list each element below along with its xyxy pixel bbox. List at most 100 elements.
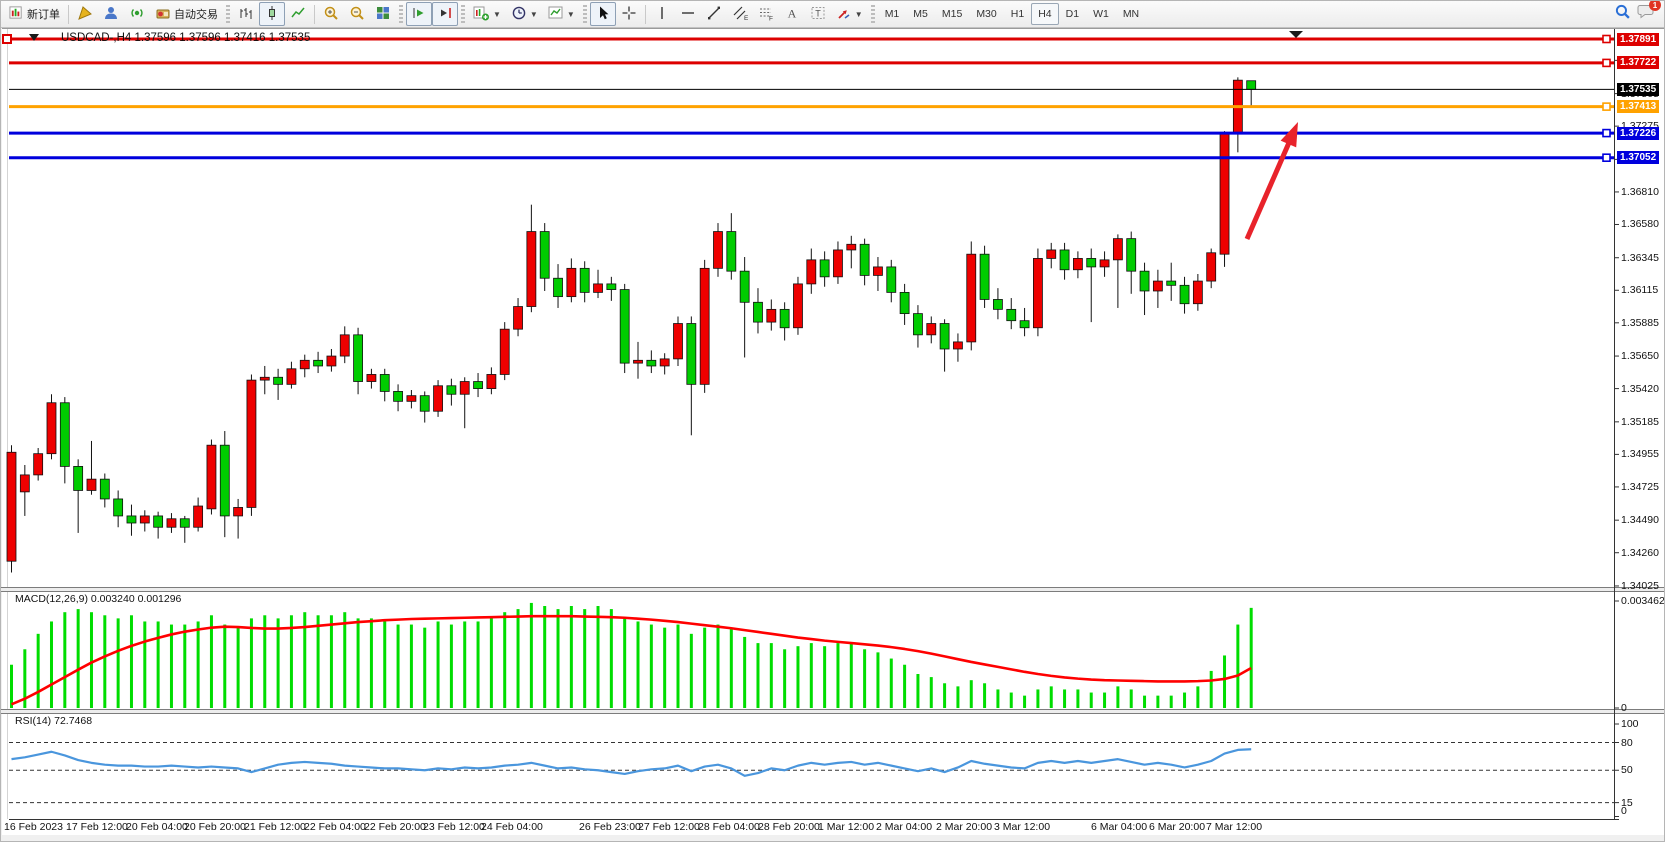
letter-A-icon: A	[784, 5, 800, 24]
magnifier-minus-icon	[349, 5, 365, 24]
tab-h1[interactable]: H1	[1010, 8, 1025, 20]
market-button[interactable]	[98, 2, 124, 26]
candlestick	[899, 291, 910, 315]
macd-histogram-bar	[223, 624, 227, 708]
search-icon[interactable]	[1614, 3, 1631, 25]
candlestick	[1126, 238, 1137, 272]
vertical-line-icon	[654, 5, 670, 24]
tile-windows-button[interactable]	[370, 2, 396, 26]
toolbar-grip	[582, 5, 587, 23]
candlestick-button[interactable]	[259, 2, 285, 26]
auto-scroll-button[interactable]	[406, 2, 432, 26]
price-tag: 1.37226	[1617, 126, 1660, 140]
line-chart-icon	[290, 5, 306, 24]
tab-d1[interactable]: D1	[1065, 8, 1080, 20]
price-line-handle[interactable]	[1602, 153, 1611, 163]
text-button[interactable]: A	[779, 2, 805, 26]
tab-h4[interactable]: H4	[1031, 3, 1059, 25]
auto-trading-button[interactable]: 自动交易	[150, 2, 223, 26]
text-label-button[interactable]: T	[805, 2, 831, 26]
zoom-in-button[interactable]	[318, 2, 344, 26]
macd-histogram-bar	[1223, 655, 1227, 708]
price-line-handle[interactable]	[2, 34, 12, 44]
macd-histogram-bar	[516, 609, 520, 708]
tab-m15[interactable]: M15	[941, 8, 963, 20]
price-axis-label: 1.34490	[1621, 514, 1659, 527]
zoom-out-button[interactable]	[344, 2, 370, 26]
macd-histogram-bar	[809, 643, 813, 708]
price-line-handle[interactable]	[1602, 128, 1611, 138]
candlestick	[566, 267, 577, 298]
macd-histogram-bar	[409, 624, 413, 708]
candlestick	[99, 478, 110, 500]
fibonacci-button[interactable]: F	[753, 2, 779, 26]
chart-left-border	[7, 29, 8, 819]
tab-m5[interactable]: M5	[913, 8, 928, 20]
price-tag: 1.37413	[1617, 100, 1660, 114]
candlestick	[126, 515, 137, 524]
candlestick	[259, 376, 270, 381]
tab-w1[interactable]: W1	[1093, 8, 1109, 20]
bar-chart-button[interactable]	[233, 2, 259, 26]
candlestick	[486, 374, 497, 389]
gold-arrow-button[interactable]	[72, 2, 98, 26]
panel-separator-macd[interactable]	[1, 587, 1664, 592]
candlestick	[873, 266, 883, 276]
templates-button[interactable]: ▼	[543, 2, 580, 26]
one-click-trading-collapse-icon[interactable]	[29, 34, 39, 41]
fibonacci-icon: F	[758, 5, 774, 24]
time-axis-label: 6 Mar 04:00	[1091, 821, 1148, 833]
chat-button[interactable]: 1	[1637, 1, 1661, 25]
candlestick	[1219, 133, 1230, 255]
panel-separator-rsi[interactable]	[1, 709, 1664, 714]
macd-histogram-bar	[903, 664, 907, 708]
chart-title: USDCAD-,H4 1.37596 1.37596 1.37416 1.375…	[61, 32, 311, 44]
vertical-line-button[interactable]	[649, 2, 675, 26]
macd-histogram-bar	[1063, 689, 1067, 708]
candlestick	[806, 259, 817, 285]
macd-histogram-bar	[196, 621, 200, 708]
rsi-label: RSI(14) 72.7468	[15, 715, 92, 727]
horizontal-line-button[interactable]	[675, 2, 701, 26]
macd-histogram-bar	[889, 658, 893, 708]
macd-histogram-bar	[583, 609, 587, 708]
price-line-handle[interactable]	[1602, 102, 1611, 111]
macd-histogram-bar	[1236, 624, 1240, 708]
periods-button[interactable]: ▼	[506, 2, 543, 26]
new-order-button[interactable]: 新订单	[4, 2, 65, 26]
macd-histogram-bar	[956, 686, 960, 708]
time-axis-label: 2 Mar 04:00	[876, 821, 933, 833]
equidistant-channel-icon: E	[732, 5, 749, 24]
crosshair-button[interactable]	[616, 2, 642, 26]
tab-mn[interactable]: MN	[1122, 8, 1140, 20]
new-chart-button[interactable]: ▼	[468, 2, 506, 26]
arrows-button[interactable]: ▼	[831, 2, 868, 26]
macd-histogram-bar	[1076, 689, 1080, 708]
candlestick	[1073, 258, 1083, 271]
cursor-button[interactable]	[589, 2, 616, 26]
price-line-handle[interactable]	[1602, 58, 1611, 68]
candlestick	[1033, 258, 1043, 329]
macd-histogram-bar	[263, 615, 267, 708]
tab-m30[interactable]: M30	[976, 8, 997, 20]
macd-histogram-bar	[876, 652, 880, 708]
line-chart-button[interactable]	[285, 2, 311, 26]
macd-histogram-bar	[716, 624, 720, 708]
candlestick	[1112, 238, 1123, 261]
trendline-button[interactable]	[701, 2, 727, 26]
channel-button[interactable]: E	[727, 2, 753, 26]
tab-m1[interactable]: M1	[884, 8, 900, 20]
svg-text:T: T	[815, 8, 821, 18]
signals-button[interactable]	[124, 2, 150, 26]
price-axis-label: 1.36345	[1621, 251, 1659, 264]
candlestick	[153, 515, 164, 528]
macd-histogram-bar	[663, 627, 667, 708]
price-line-handle[interactable]	[1602, 34, 1611, 44]
macd-histogram-bar	[996, 689, 1000, 708]
chart-shift-marker	[1289, 31, 1303, 38]
chart-shift-button[interactable]	[432, 2, 458, 26]
macd-histogram-bar	[396, 624, 400, 708]
macd-histogram-bar	[556, 609, 560, 708]
